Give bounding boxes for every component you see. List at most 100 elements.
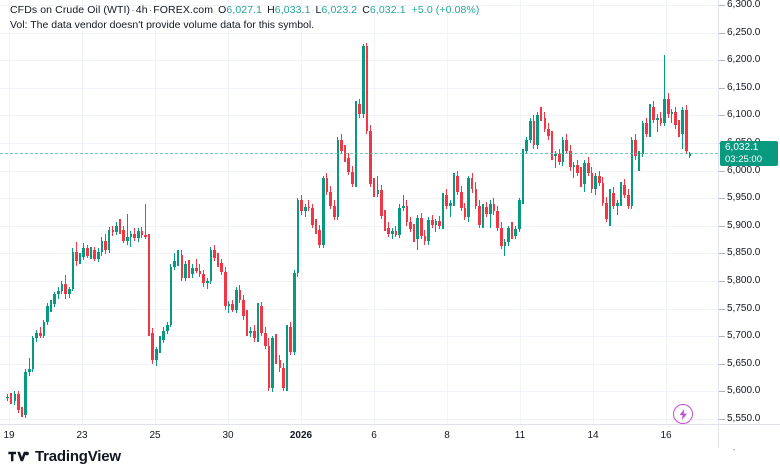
candle-wick (489, 200, 491, 228)
candle-body (637, 154, 641, 157)
candle-body (590, 172, 594, 190)
candle-wick (144, 203, 146, 240)
candle-wick (308, 200, 310, 212)
candle-body (645, 123, 648, 135)
candle-body (539, 115, 543, 118)
candle-body (543, 117, 547, 129)
candle-body (126, 236, 129, 242)
candle-body (630, 139, 634, 206)
candle-body (289, 327, 292, 352)
candle-body (503, 242, 507, 246)
gridline-horizontal (0, 336, 718, 338)
candle-body (409, 222, 412, 230)
candle-body (191, 267, 194, 275)
price-axis-tickmark (719, 391, 725, 393)
candle-body (75, 252, 78, 262)
candle-body (507, 228, 510, 243)
candle-body (104, 241, 107, 251)
candle-body (17, 393, 20, 411)
candle-body (322, 178, 325, 245)
candle-body (358, 104, 361, 115)
price-axis[interactable]: 6,300.06,250.06,200.06,150.06,100.06,050… (718, 0, 780, 452)
candle-body (227, 304, 231, 307)
candle-body (608, 192, 612, 220)
price-axis-tickmark (719, 5, 725, 6)
candle-body (133, 233, 136, 238)
candle-body (601, 182, 605, 203)
price-axis-tickmark (719, 32, 725, 34)
candle-body (510, 228, 514, 236)
candle-body (165, 325, 169, 331)
candle-body (300, 200, 303, 212)
candle-body (314, 224, 318, 231)
candle-body (685, 109, 688, 151)
candle-body (332, 205, 336, 217)
candle-body (311, 208, 314, 225)
price-axis-tickmark (719, 170, 725, 172)
tradingview-logo-icon (8, 451, 29, 462)
candle-body (354, 104, 358, 184)
price-axis-tickmark (719, 308, 725, 310)
gridline-vertical (82, 0, 83, 424)
candle-body (122, 230, 125, 242)
candle-body (31, 338, 35, 370)
lightning-bolt-icon[interactable] (673, 404, 693, 424)
candle-wick (377, 176, 379, 198)
candle-body (180, 254, 184, 278)
candle-body (470, 178, 474, 190)
price-axis-tickmark (719, 336, 725, 338)
candle-body (656, 117, 659, 120)
candle-body (115, 225, 118, 233)
tradingview-brand[interactable]: TradingView (8, 449, 121, 464)
candle-body (234, 289, 238, 310)
candle-body (579, 172, 583, 184)
candle-body (144, 234, 147, 237)
candle-body (6, 396, 9, 398)
candle-body (325, 178, 329, 192)
candle-body (372, 183, 376, 194)
price-axis-tickmark (719, 198, 725, 200)
candle-body (213, 250, 216, 258)
candle-wick (435, 219, 437, 233)
candle-body (441, 194, 445, 226)
price-axis-tickmark (719, 87, 725, 89)
candle-body (274, 338, 278, 361)
time-axis-label: 30 (222, 430, 234, 441)
candle-body (100, 241, 104, 253)
candle-wick (616, 200, 618, 215)
gridline-horizontal (0, 143, 718, 144)
candle-body (681, 109, 685, 135)
candle-body (478, 205, 481, 225)
candle-body (521, 150, 525, 201)
candle-body (20, 410, 24, 415)
candle-body (568, 150, 572, 168)
gridline-horizontal (0, 32, 718, 34)
time-axis[interactable]: 19 23 25 30 2026 6 8 11 14 16 (0, 424, 718, 449)
candle-wick (671, 108, 673, 124)
candle-body (263, 332, 267, 347)
candle-body (666, 98, 670, 115)
candle-body (340, 139, 343, 151)
candle-body (623, 184, 626, 195)
candle-body (231, 304, 234, 310)
candle-body (296, 200, 300, 274)
time-axis-label: 2026 (289, 430, 313, 441)
gridline-vertical (9, 0, 10, 424)
candle-wick (199, 264, 201, 277)
candle-body (547, 128, 550, 137)
chart-plot-area[interactable] (0, 0, 718, 424)
current-price-badge[interactable]: 6,032.1 03:25:00 (720, 140, 778, 166)
candle-body (558, 154, 561, 162)
gridline-horizontal (0, 363, 718, 365)
time-axis-label: 14 (587, 430, 599, 441)
candle-body (329, 191, 332, 206)
candle-body (445, 194, 449, 206)
price-axis-label: 5,950.0 (727, 192, 761, 204)
candle-wick (130, 231, 132, 247)
price-axis-label: 6,000.0 (727, 164, 761, 176)
candle-body (594, 176, 597, 190)
candle-body (430, 220, 434, 225)
axis-corner (718, 424, 780, 448)
candle-body (13, 393, 17, 401)
candle-body (343, 150, 347, 159)
